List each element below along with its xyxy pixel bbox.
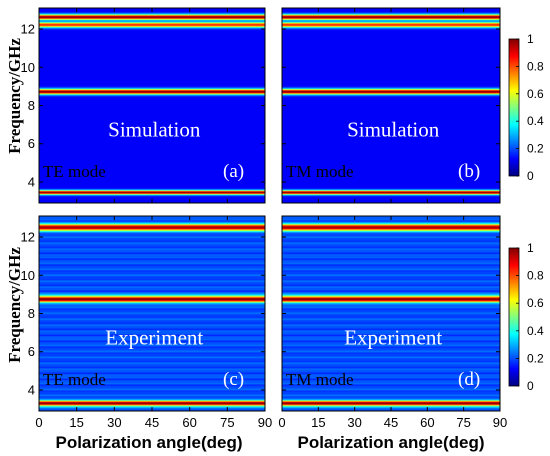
colorbar-tick-label: 0.6 <box>527 87 544 101</box>
y-tick-label: 12 <box>21 230 35 245</box>
method-label: Experiment <box>344 326 442 350</box>
y-tick-label: 6 <box>28 136 35 151</box>
y-tick-label: 10 <box>21 60 35 75</box>
x-tick-label: 0 <box>35 415 42 430</box>
mode-label: TM mode <box>286 370 354 389</box>
colorbar-gradient <box>508 38 520 177</box>
panel-tag: (c) <box>223 369 244 390</box>
colorbar-tick-label: 0 <box>527 379 534 393</box>
colorbar-tick-label: 0.2 <box>527 351 544 365</box>
colorbar-tick-label: 0 <box>527 169 534 183</box>
colorbar-1: 0 0.2 0.4 0.6 0.8 1 <box>508 32 544 183</box>
mode-label: TM mode <box>286 162 354 181</box>
heatmap <box>39 8 265 203</box>
y-tick-label: 4 <box>28 382 35 397</box>
method-label: Experiment <box>105 326 203 350</box>
colorbar-tick-label: 0.6 <box>527 296 544 310</box>
colorbar-2: 0 0.2 0.4 0.6 0.8 1 <box>508 241 544 393</box>
y-tick-label: 10 <box>21 268 35 283</box>
x-tick-label: 60 <box>182 415 196 430</box>
panel-d: 0 15 30 45 60 75 90 Experiment TM mode (d) <box>278 215 507 430</box>
mode-label: TE mode <box>43 162 106 181</box>
colorbar-tick-label: 1 <box>527 241 534 255</box>
x-tick-label: 90 <box>258 415 272 430</box>
colorbar-tick-label: 1 <box>527 32 534 46</box>
x-axis-label-left: Polarization angle(deg) <box>55 433 242 452</box>
x-tick-label: 75 <box>456 415 470 430</box>
panel-tag: (a) <box>223 161 244 182</box>
y-tick-label: 4 <box>28 174 35 189</box>
x-tick-label: 45 <box>145 415 159 430</box>
colorbar-tick-label: 0.2 <box>527 142 544 156</box>
y-tick-label: 8 <box>28 98 35 113</box>
colorbar-tick-label: 0.8 <box>527 59 544 73</box>
x-tick-label: 30 <box>107 415 121 430</box>
mode-label: TE mode <box>43 370 106 389</box>
x-axis-label-right: Polarization angle(deg) <box>297 433 484 452</box>
x-tick-label: 90 <box>493 415 507 430</box>
panel-a: 4 6 8 10 12 Simulation TE mode (a) <box>21 7 266 204</box>
panel-tag: (b) <box>458 161 480 182</box>
x-tick-label: 0 <box>278 415 285 430</box>
y-tick-label: 6 <box>28 344 35 359</box>
panel-b: Simulation TM mode (b) <box>281 7 501 204</box>
colorbar-gradient <box>508 247 520 387</box>
y-axis-label-bottom: Frequency/GHz <box>5 247 24 363</box>
x-tick-label: 30 <box>347 415 361 430</box>
heatmap <box>282 8 500 203</box>
x-tick-label: 45 <box>384 415 398 430</box>
panel-c: 4 6 8 10 12 0 15 30 45 60 75 90 Experiment TE mode (c) <box>21 215 272 430</box>
heatmap <box>39 216 265 411</box>
panel-tag: (d) <box>458 369 480 390</box>
method-label: Simulation <box>108 118 201 142</box>
colorbar-tick-label: 0.4 <box>527 114 544 128</box>
method-label: Simulation <box>347 118 440 142</box>
colorbar-tick-label: 0.8 <box>527 269 544 283</box>
y-axis-label-top: Frequency/GHz <box>5 38 24 154</box>
x-tick-label: 15 <box>311 415 325 430</box>
x-tick-label: 15 <box>69 415 83 430</box>
x-tick-label: 75 <box>220 415 234 430</box>
colorbar-tick-label: 0.4 <box>527 324 544 338</box>
y-tick-label: 8 <box>28 306 35 321</box>
x-tick-label: 60 <box>420 415 434 430</box>
heatmap <box>282 216 500 411</box>
y-tick-label: 12 <box>21 22 35 37</box>
